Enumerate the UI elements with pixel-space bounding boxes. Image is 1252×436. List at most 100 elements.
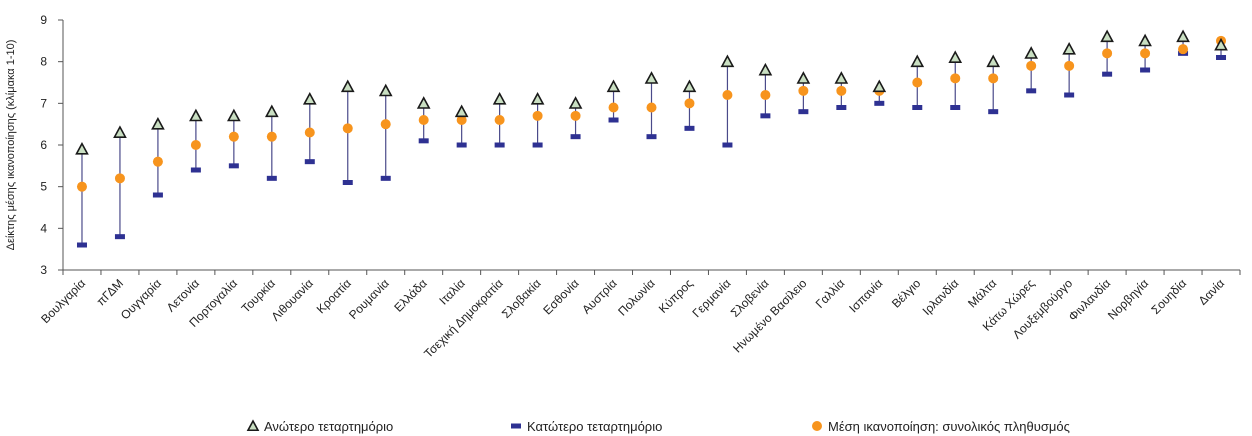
y-tick-label: 8 [40,55,47,69]
mean-satisfaction-marker [684,98,695,109]
x-tick-label: Ισπανία [846,276,885,315]
x-tick-label: Ουγγαρία [118,276,164,322]
x-tick-label: Πολωνία [615,276,657,318]
lower-quartile-marker [798,109,809,115]
mean-satisfaction-marker [152,156,163,167]
upper-quartile-marker [644,71,659,84]
lower-quartile-marker [152,192,163,198]
upper-quartile-marker [1138,33,1152,47]
mean-satisfaction-marker [988,73,999,84]
lower-quartile-marker [114,234,125,240]
mean-satisfaction-marker [76,181,87,192]
mean-satisfaction-marker [114,173,125,184]
upper-quartile-marker [986,54,1001,68]
lower-quartile-marker [532,142,543,148]
range-lines-group [81,36,1222,245]
upper-quartile-marker [378,83,393,97]
lower-quartile-marker [228,163,239,169]
upper-quartile-marker [113,125,127,138]
upper-quartile-marker [416,96,431,109]
upper-quartile-marker [530,91,545,105]
x-tick-label: Δανία [1196,276,1228,308]
mean-satisfaction-marker [760,90,771,100]
mean-satisfaction-marker [342,123,353,134]
lower-quartile-marker [988,109,999,115]
lower-quartile-marker [874,100,885,106]
mean-satisfaction-marker [570,110,581,121]
mean-satisfaction-marker [1026,60,1037,71]
mean-satisfaction-marker [950,73,961,84]
upper-quartile-marker [1214,37,1228,51]
mean-satisfaction-marker [608,102,619,113]
mean-satisfaction-marker [912,77,923,88]
mean-satisfaction-marker [494,115,505,125]
mean-satisfaction-marker [228,131,239,142]
mean-satisfaction-marker [836,85,847,96]
mean-satisfaction-marker [190,140,201,150]
upper-quartile-marker [758,62,773,76]
x-tick-label: Γαλλία [813,276,848,311]
y-tick-label: 9 [40,13,47,27]
x-tick-label: Ιρλανδία [920,276,962,318]
upper-quartile-marker [264,104,279,118]
mean-satisfaction-marker [532,110,543,121]
legend-upper-quartile-marker [246,419,260,432]
upper-quartile-marker [606,79,621,93]
y-axis-title: Δείκτης μέσης ικανοποίησης (κλίμακα 1-10… [5,40,17,251]
lower-quartile-marker [342,180,353,185]
x-tick-label: Σουηδία [1148,276,1189,317]
lower-quartile-marker [608,117,619,123]
mean-satisfaction-marker [798,85,809,96]
upper-quartile-marker [910,54,925,68]
lower-quartile-marker [304,159,315,165]
mean-satisfaction-marker [456,115,467,125]
lower-quartile-marker [1140,67,1151,73]
upper-quartile-marker [1062,41,1076,55]
lower-quartile-marker [722,142,733,148]
mean-satisfaction-marker [1140,48,1151,59]
lower-quartile-marker [646,134,657,140]
upper-quartile-marker [568,96,583,109]
lower-quartile-marker [1064,92,1075,98]
legend-label: Κατώτερο τεταρτημόριο [527,419,662,434]
lower-quartile-marker [684,125,695,131]
x-tick-label: πΓΔΜ [94,276,126,308]
lower-quartile-marker [760,113,771,119]
lower-quartile-marker [266,175,277,181]
lower-quartile-marker [836,105,847,110]
upper-quartile-marker [189,108,203,122]
upper-quartile-marker [340,79,355,93]
upper-quartile-marker [720,54,735,68]
y-tick-label: 7 [40,96,47,110]
x-tick-label: Ιταλία [436,276,467,307]
legend-mean-marker [812,421,822,431]
x-tick-label: Γερμανία [690,276,734,320]
marks-group [75,29,1228,248]
x-tick-label: Ηνωμένο Βασίλειο [730,276,809,355]
mean-satisfaction-marker [266,131,277,142]
mean-satisfaction-marker [722,90,733,100]
lower-quartile-marker [76,242,87,248]
upper-quartile-marker [227,108,241,122]
mean-satisfaction-marker [646,102,657,113]
upper-quartile-marker [302,91,317,105]
legend-label: Ανώτερο τεταρτημόριο [264,419,393,434]
x-tick-label: Ρουμανία [346,276,392,322]
mean-satisfaction-marker [418,115,429,125]
lower-quartile-marker [1102,71,1113,77]
mean-satisfaction-marker [1102,48,1113,59]
lower-quartile-marker [1216,55,1227,60]
x-tick-label: Νορβηγία [1105,276,1151,322]
legend-group: Ανώτερο τεταρτημόριο Κατώτερο τεταρτημόρι… [246,419,1070,434]
x-tick-label: Μάλτα [965,276,999,310]
lower-quartile-marker [494,142,505,148]
mean-satisfaction-marker [304,127,315,138]
y-tick-label: 3 [40,263,47,277]
legend-label: Μέση ικανοποίηση: συνολικός πληθυσμός [828,419,1070,434]
upper-quartile-marker [872,79,887,93]
upper-quartile-marker [834,71,849,84]
axes-group: 3 4 5 6 7 8 9 Δείκτης μέσης ικανοποίησης (κλίμα… [5,13,1241,277]
